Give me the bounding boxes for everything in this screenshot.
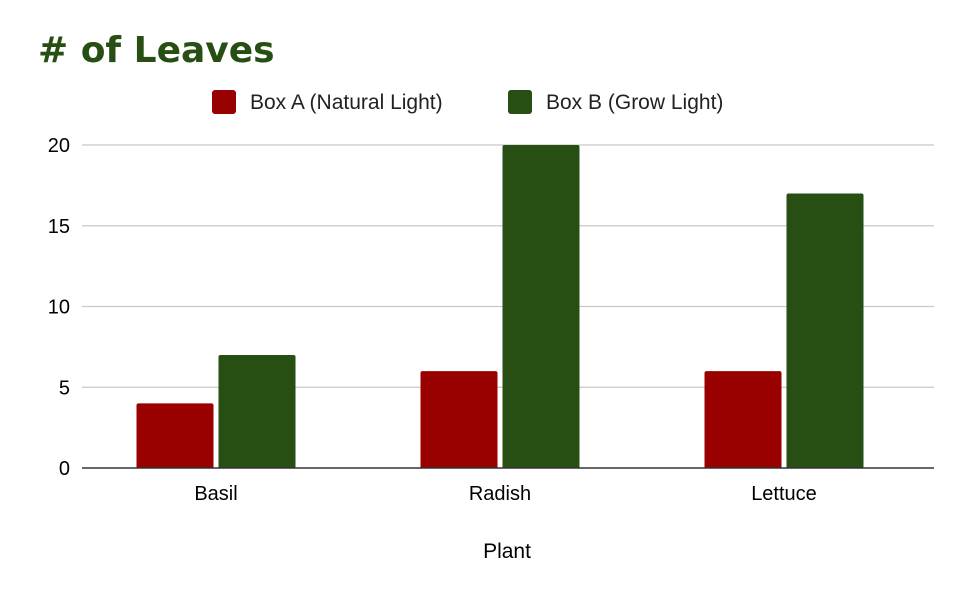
y-tick-label: 10 xyxy=(48,297,70,319)
y-tick-label: 0 xyxy=(59,458,70,480)
x-tick-label: Radish xyxy=(469,483,531,505)
legend-swatch xyxy=(212,90,236,114)
bar-radish-box-a[interactable] xyxy=(420,371,498,468)
legend-label: Box B (Grow Light) xyxy=(546,91,723,114)
legend-item-box-a[interactable]: Box A (Natural Light) xyxy=(212,90,443,114)
legend-item-box-b[interactable]: Box B (Grow Light) xyxy=(508,90,723,114)
bar-lettuce-box-b[interactable] xyxy=(786,193,864,468)
legend: Box A (Natural Light) Box B (Grow Light) xyxy=(212,90,723,114)
y-tick-label: 20 xyxy=(48,135,70,157)
bar-basil-box-a[interactable] xyxy=(136,403,214,468)
chart-title: # of Leaves xyxy=(38,30,275,71)
x-axis-title: Plant xyxy=(483,540,531,563)
bars xyxy=(136,145,864,468)
y-tick-label: 15 xyxy=(48,216,70,238)
y-axis-labels: 0 5 10 15 20 xyxy=(48,135,70,480)
legend-label: Box A (Natural Light) xyxy=(250,91,443,114)
y-tick-label: 5 xyxy=(59,377,70,399)
legend-swatch xyxy=(508,90,532,114)
bar-basil-box-b[interactable] xyxy=(218,354,296,468)
x-tick-label: Basil xyxy=(194,483,237,505)
bar-lettuce-box-a[interactable] xyxy=(704,371,782,468)
bar-radish-box-b[interactable] xyxy=(502,145,580,468)
x-axis-labels: Basil Radish Lettuce xyxy=(194,483,816,505)
x-tick-label: Lettuce xyxy=(751,483,817,505)
